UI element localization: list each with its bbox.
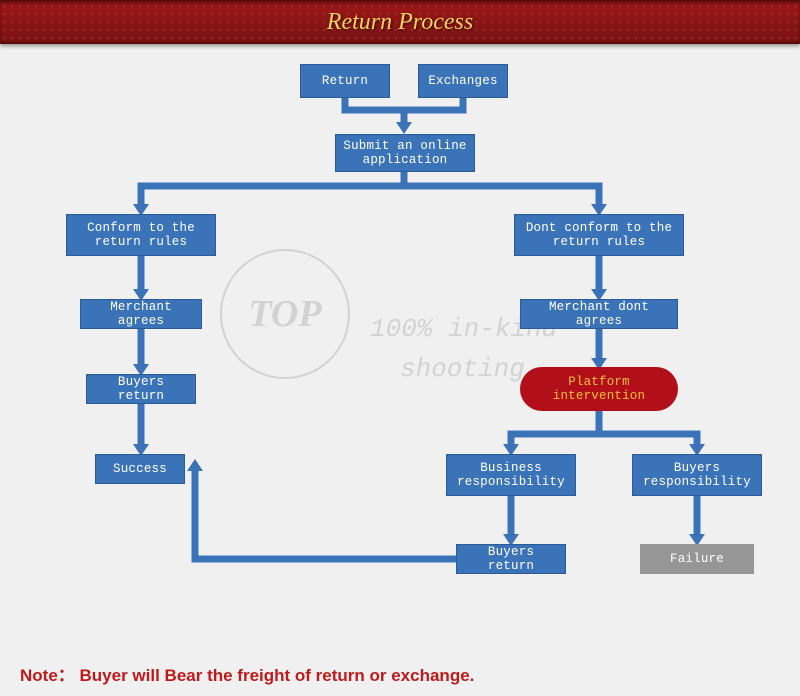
note-text: Buyer will Bear the freight of return or… bbox=[80, 666, 475, 685]
footnote: Note： Buyer will Bear the freight of ret… bbox=[20, 661, 474, 686]
node-failure: Failure bbox=[640, 544, 754, 574]
node-submit: Submit an online application bbox=[335, 134, 475, 172]
node-buy_return2: Buyers return bbox=[456, 544, 566, 574]
header-banner: Return Process bbox=[0, 0, 800, 44]
node-nonconform: Dont conform to the return rules bbox=[514, 214, 684, 256]
flowchart-canvas: TOP 100% in-kind shooting ReturnExchange… bbox=[0, 44, 800, 664]
watermark-line2: shooting bbox=[400, 354, 525, 384]
node-exchanges: Exchanges bbox=[418, 64, 508, 98]
node-return: Return bbox=[300, 64, 390, 98]
node-success: Success bbox=[95, 454, 185, 484]
page-title: Return Process bbox=[327, 9, 473, 36]
node-buy_return1: Buyers return bbox=[86, 374, 196, 404]
watermark-circle: TOP bbox=[220, 249, 350, 379]
node-buy_resp: Buyers responsibility bbox=[632, 454, 762, 496]
node-conform: Conform to the return rules bbox=[66, 214, 216, 256]
node-platform: Platform intervention bbox=[520, 367, 678, 411]
node-merch_agree: Merchant agrees bbox=[80, 299, 202, 329]
note-label: Note： bbox=[20, 666, 75, 685]
node-biz_resp: Business responsibility bbox=[446, 454, 576, 496]
node-merch_dont: Merchant dont agrees bbox=[520, 299, 678, 329]
